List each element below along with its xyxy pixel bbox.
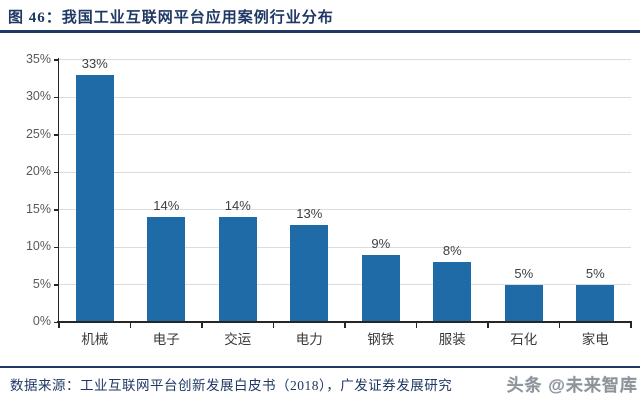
bar-value-label: 14% (224, 198, 251, 213)
y-tick-label: 15% (25, 201, 51, 216)
figure-title: 图 46：我国工业互联网平台应用案例行业分布 (8, 10, 334, 26)
title-underline (0, 30, 640, 33)
y-tick (54, 246, 59, 248)
gridline (59, 246, 631, 248)
x-tick (630, 323, 632, 328)
x-category-label: 服装 (438, 332, 466, 347)
y-tick (54, 171, 59, 173)
x-tick (487, 323, 489, 328)
bar-value-label: 5% (585, 265, 605, 281)
y-tick (54, 134, 59, 136)
bar-value-label: 9% (371, 235, 391, 251)
gridline (59, 171, 631, 173)
bar-电子 (147, 217, 186, 322)
bar-交运 (218, 217, 257, 322)
bar-石化 (504, 284, 543, 322)
y-tick (54, 209, 59, 211)
y-tick-label: 5% (32, 276, 51, 291)
x-tick (415, 323, 418, 328)
bar-value-label: 5% (514, 265, 534, 281)
gridline (59, 284, 631, 285)
watermark-text: 头条 @未来智库 (506, 376, 638, 395)
bar-家电 (576, 284, 615, 322)
footer-divider (0, 366, 640, 368)
y-tick-label: 10% (25, 239, 51, 253)
x-tick (558, 323, 561, 328)
bar-value-label: 8% (442, 243, 462, 258)
data-source-note: 数据来源：工业互联网平台创新发展白皮书（2018），广发证券发展研究 (10, 378, 453, 393)
y-tick (54, 321, 59, 323)
x-tick (58, 323, 60, 328)
x-tick (201, 323, 203, 328)
y-tick-label: 35% (25, 51, 51, 66)
x-category-label: 交运 (224, 332, 252, 347)
x-tick (272, 323, 275, 328)
bar-服装 (433, 262, 472, 322)
gridline (59, 209, 631, 210)
gridline (59, 134, 631, 135)
x-axis-line (57, 321, 632, 323)
gridline (59, 59, 631, 60)
x-category-label: 机械 (81, 332, 109, 347)
x-category-label: 电力 (295, 332, 323, 347)
y-tick-label: 25% (25, 126, 51, 141)
y-tick-label: 30% (25, 89, 51, 103)
bar-机械 (75, 74, 114, 322)
x-tick (344, 323, 346, 328)
x-category-label: 钢铁 (367, 332, 395, 347)
bar-电力 (290, 224, 329, 322)
gridline (59, 96, 631, 98)
y-tick-label: 0% (32, 314, 51, 328)
x-category-label: 电子 (152, 332, 180, 347)
x-category-label: 石化 (510, 332, 538, 347)
y-tick (54, 284, 59, 286)
figure-title-row: 图 46：我国工业互联网平台应用案例行业分布 (0, 0, 640, 29)
x-tick (129, 323, 132, 328)
y-axis-line (57, 57, 60, 324)
x-category-label: 家电 (581, 332, 609, 347)
bar-value-label: 14% (153, 198, 180, 213)
y-tick-label: 20% (25, 164, 51, 178)
bar-钢铁 (361, 254, 400, 322)
bar-value-label: 13% (296, 205, 323, 221)
y-tick (54, 96, 59, 98)
bar-value-label: 33% (81, 55, 108, 71)
y-tick (54, 59, 59, 61)
